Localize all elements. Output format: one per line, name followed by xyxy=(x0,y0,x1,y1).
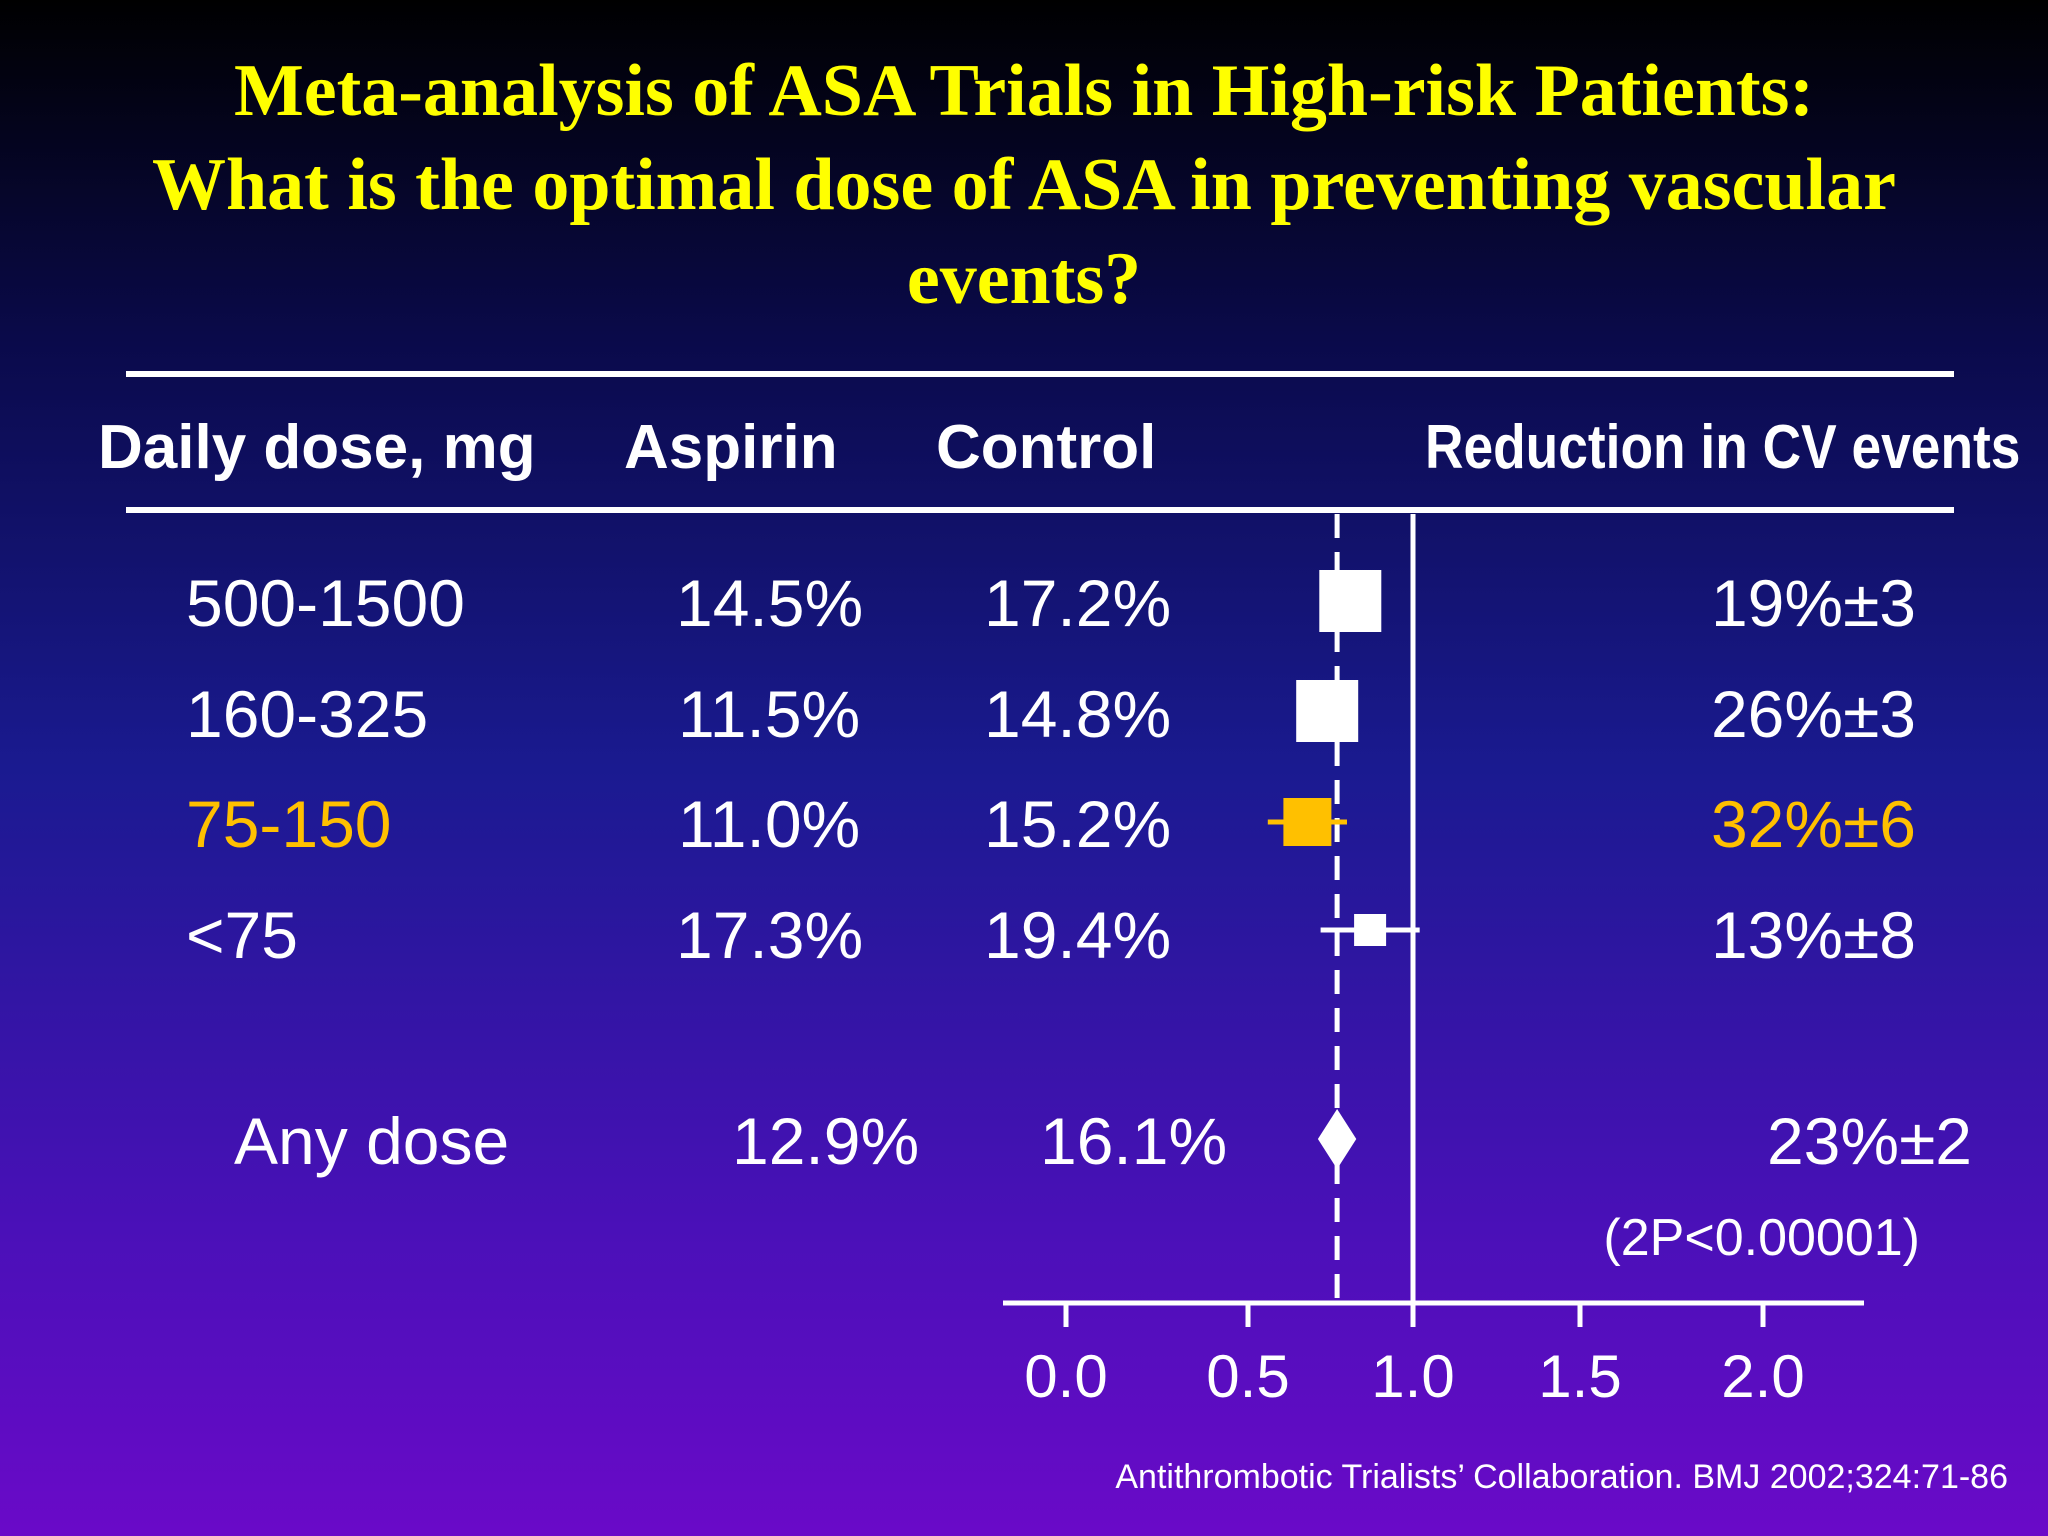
summary-aspirin-cell: 12.9% xyxy=(732,1104,920,1178)
slide-title: Meta-analysis of ASA Trials in High-risk… xyxy=(0,44,2048,326)
aspirin-cell: 14.5% xyxy=(676,566,864,640)
reduction-cell: 26%±3 xyxy=(1710,677,1916,751)
estimate-square xyxy=(1319,570,1382,632)
control-cell: 17.2% xyxy=(984,566,1172,640)
summary-reduction-cell: 23%±2 xyxy=(1766,1104,1972,1178)
control-cell: 15.2% xyxy=(984,787,1172,861)
reduction-cell: 32%±6 xyxy=(1710,787,1916,861)
estimate-square xyxy=(1296,680,1359,742)
estimate-square xyxy=(1354,914,1387,946)
header-bottom-rule xyxy=(126,507,1954,513)
x-tick-label: 0.5 xyxy=(1206,1343,1289,1410)
dose-cell: 160-325 xyxy=(186,677,429,751)
header-reduction: Reduction in CV events xyxy=(1424,413,2020,482)
summary-diamond xyxy=(1317,1109,1357,1169)
title-line-2: What is the optimal dose of ASA in preve… xyxy=(152,144,1896,226)
aspirin-cell: 11.0% xyxy=(678,787,861,861)
aspirin-cell: 17.3% xyxy=(676,898,864,972)
x-tick-label: 0.0 xyxy=(1024,1343,1107,1410)
header-top-rule xyxy=(126,371,1954,377)
x-tick-label: 1.5 xyxy=(1538,1343,1621,1410)
summary-control-cell: 16.1% xyxy=(1040,1104,1228,1178)
dose-cell: 500-1500 xyxy=(186,566,465,640)
p-value: (2P<0.00001) xyxy=(1603,1209,1920,1267)
control-cell: 19.4% xyxy=(984,898,1172,972)
title-line-1: Meta-analysis of ASA Trials in High-risk… xyxy=(233,50,1815,132)
dose-cell: 75-150 xyxy=(186,787,392,861)
reduction-cell: 19%±3 xyxy=(1710,566,1916,640)
x-tick-label: 2.0 xyxy=(1721,1343,1804,1410)
reduction-cell: 13%±8 xyxy=(1710,898,1916,972)
citation: Antithrombotic Trialists’ Collaboration.… xyxy=(1115,1458,2008,1496)
aspirin-cell: 11.5% xyxy=(678,677,861,751)
dose-cell: <75 xyxy=(186,898,298,972)
title-line-3: events? xyxy=(906,238,1142,320)
header-aspirin: Aspirin xyxy=(624,413,838,482)
header-control: Control xyxy=(936,413,1157,482)
control-cell: 14.8% xyxy=(984,677,1172,751)
x-tick-label: 1.0 xyxy=(1371,1343,1454,1410)
estimate-square xyxy=(1283,798,1332,846)
header-daily-dose: Daily dose, mg xyxy=(98,413,536,482)
summary-dose-cell: Any dose xyxy=(234,1104,510,1178)
